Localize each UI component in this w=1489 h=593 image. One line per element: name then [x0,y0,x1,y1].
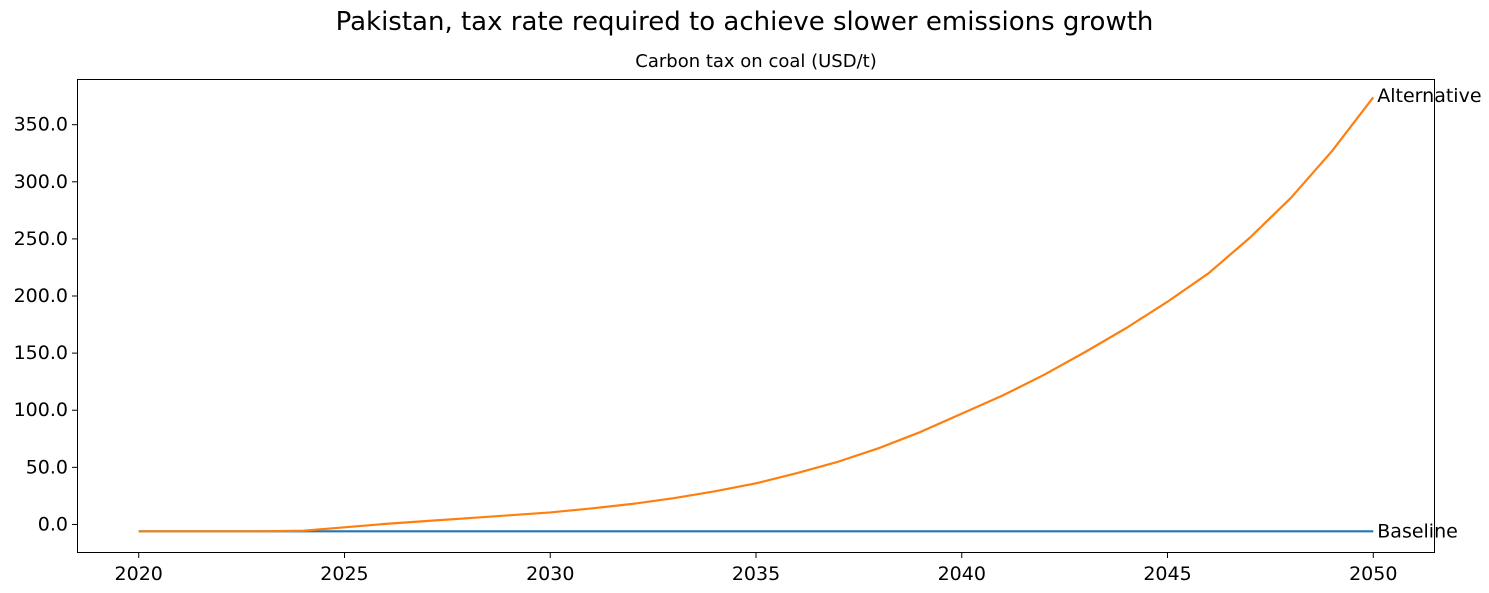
y-tick-label: 300.0 [14,171,68,193]
plot-border [77,79,1435,553]
chart-title: Pakistan, tax rate required to achieve s… [335,7,1154,37]
y-tick-label: 350.0 [14,114,68,136]
series-end-label-baseline: Baseline [1377,520,1458,542]
x-tick-label: 2020 [115,563,163,585]
y-tick-label: 250.0 [14,228,68,250]
y-tick-label: 200.0 [14,285,68,307]
y-tick-label: 150.0 [14,342,68,364]
x-tick-label: 2040 [938,563,986,585]
x-tick-label: 2045 [1143,563,1191,585]
series-line-alternative [138,96,1375,533]
x-tick-label: 2035 [732,563,780,585]
y-tick-label: 0.0 [38,513,68,535]
axes-title: Carbon tax on coal (USD/t) [635,51,877,72]
x-tick-label: 2030 [526,563,574,585]
y-tick-label: 100.0 [14,399,68,421]
series-end-label-alternative: Alternative [1377,85,1481,107]
y-tick-label: 50.0 [26,456,68,478]
x-tick-label: 2025 [320,563,368,585]
x-tick-label: 2050 [1349,563,1397,585]
